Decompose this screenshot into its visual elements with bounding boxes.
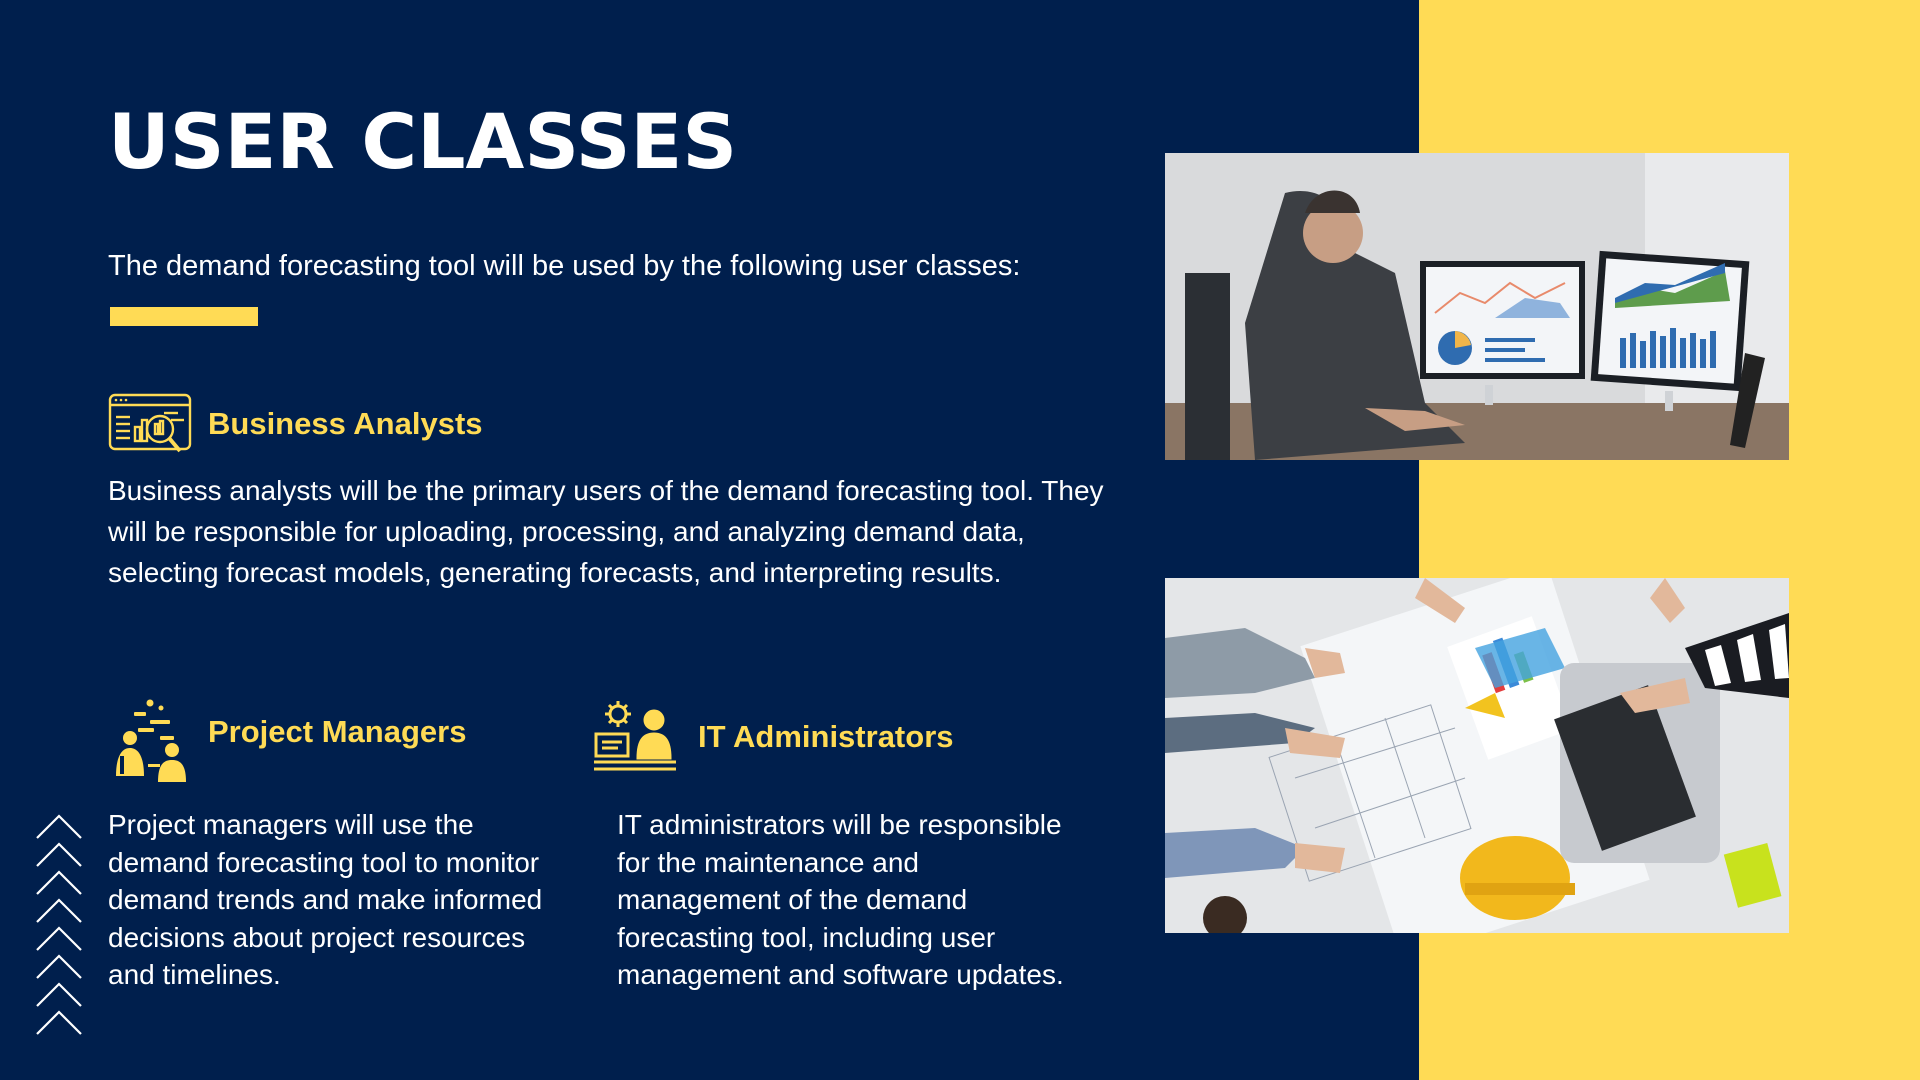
accent-bar <box>110 307 258 326</box>
business-analysts-heading: Business Analysts <box>208 406 483 441</box>
it-administrators-heading: IT Administrators <box>698 719 954 754</box>
it-admin-icon <box>592 700 678 772</box>
intro-text: The demand forecasting tool will be used… <box>108 250 1021 282</box>
analyst-at-monitors-photo <box>1165 153 1789 460</box>
it-administrators-body: IT administrators will be responsible fo… <box>617 809 1064 990</box>
project-managers-body: Project managers will use the demand for… <box>108 809 543 990</box>
slide-title: USER CLASSES <box>108 97 738 186</box>
team-meeting-icon <box>108 698 192 782</box>
project-managers-heading: Project Managers <box>208 714 467 749</box>
up-chevrons-icon <box>34 812 84 1044</box>
business-analysts-body: Business analysts will be the primary us… <box>108 475 1104 588</box>
data-analysis-icon <box>108 393 192 461</box>
team-reviewing-blueprints-photo <box>1165 578 1789 933</box>
